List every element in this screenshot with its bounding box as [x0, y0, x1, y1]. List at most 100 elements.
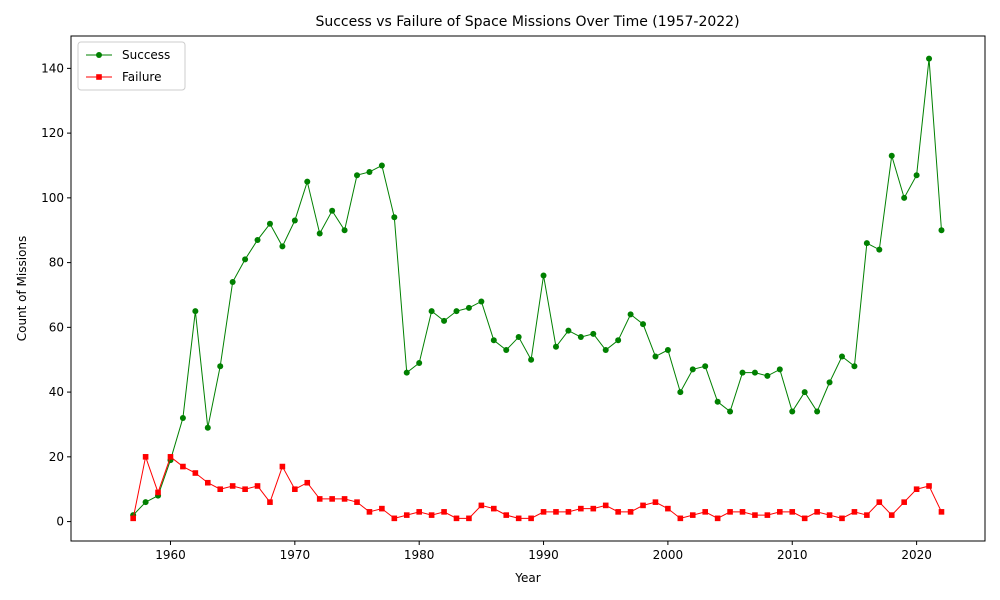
- x-tick-label: 1960: [155, 548, 186, 562]
- data-point-success: [266, 220, 273, 227]
- data-point-success: [291, 217, 298, 224]
- data-point-success: [378, 162, 385, 169]
- data-point-success: [776, 366, 783, 373]
- y-axis: 0 20 40 60 80 100 120 140: [41, 61, 71, 529]
- data-point-success: [913, 172, 920, 179]
- plot-frame: [70, 35, 986, 542]
- data-point-failure: [142, 454, 149, 460]
- data-point-failure: [540, 509, 547, 515]
- data-point-success: [204, 424, 211, 431]
- data-point-failure: [229, 483, 236, 489]
- data-point-failure: [341, 496, 348, 502]
- data-point-failure: [478, 502, 485, 509]
- x-tick-label: 2020: [901, 548, 932, 562]
- data-point-failure: [167, 454, 174, 460]
- data-point-failure: [777, 509, 783, 515]
- data-point-failure: [938, 509, 945, 515]
- data-point-success: [329, 207, 336, 214]
- y-tick-label: 140: [41, 61, 64, 75]
- data-point-success: [242, 256, 249, 263]
- data-point-success: [751, 369, 758, 376]
- data-point-failure: [876, 499, 883, 505]
- data-point-failure: [590, 505, 597, 512]
- data-point-failure: [652, 499, 659, 505]
- data-point-success: [540, 272, 547, 279]
- data-point-failure: [602, 502, 609, 509]
- data-point-failure: [379, 505, 385, 512]
- legend-marker-success: [96, 52, 102, 58]
- data-point-success: [179, 414, 186, 421]
- x-tick-label: 1980: [404, 548, 435, 562]
- data-point-success: [304, 178, 311, 185]
- data-point-failure: [901, 499, 907, 505]
- data-point-failure: [491, 505, 497, 512]
- data-point-failure: [627, 509, 634, 515]
- data-point-failure: [204, 479, 211, 486]
- data-point-success: [453, 308, 460, 315]
- data-point-success: [640, 321, 647, 328]
- chart-title: Success vs Failure of Space Missions Ove…: [315, 14, 739, 30]
- data-point-success: [677, 389, 684, 396]
- data-point-failure: [453, 515, 460, 522]
- data-point-success: [664, 347, 671, 354]
- data-point-failure: [391, 515, 398, 522]
- data-point-success: [926, 55, 933, 62]
- y-axis-title: Count of Missions: [15, 236, 29, 342]
- data-point-failure: [329, 496, 335, 502]
- data-point-success: [254, 236, 261, 243]
- data-point-failure: [702, 509, 709, 515]
- data-point-success: [615, 337, 622, 344]
- data-point-failure: [130, 515, 136, 522]
- data-point-failure: [752, 512, 758, 518]
- data-point-success: [465, 304, 472, 311]
- data-point-failure: [565, 509, 572, 515]
- data-point-success: [192, 308, 199, 315]
- data-point-failure: [789, 509, 796, 515]
- data-point-failure: [403, 512, 410, 518]
- legend-label-failure: Failure: [122, 70, 161, 84]
- data-point-failure: [242, 486, 248, 493]
- data-point-success: [590, 330, 597, 337]
- data-point-success: [814, 408, 821, 415]
- data-point-failure: [888, 512, 895, 518]
- data-point-failure: [839, 515, 845, 522]
- data-point-success: [801, 389, 808, 396]
- data-point-success: [515, 334, 522, 341]
- y-tick-label: 100: [41, 191, 64, 205]
- data-point-success: [577, 334, 584, 341]
- data-point-success: [279, 243, 286, 250]
- x-tick-label: 2010: [777, 548, 808, 562]
- data-point-failure: [366, 509, 373, 515]
- data-point-failure: [316, 496, 323, 502]
- data-point-failure: [926, 483, 932, 489]
- data-point-success: [490, 337, 497, 344]
- data-point-success: [354, 172, 361, 179]
- data-point-failure: [180, 463, 186, 470]
- data-point-failure: [354, 499, 360, 505]
- data-point-failure: [553, 509, 559, 515]
- data-point-success: [652, 353, 659, 360]
- data-point-success: [366, 168, 373, 175]
- data-point-failure: [814, 509, 820, 515]
- data-point-success: [503, 347, 510, 354]
- data-point-failure: [254, 483, 261, 489]
- data-point-failure: [665, 505, 671, 512]
- data-point-failure: [155, 489, 161, 496]
- data-point-failure: [267, 499, 273, 505]
- y-tick-label: 120: [41, 126, 64, 140]
- x-axis: 1960 1970 1980 1990 2000 2010 2020: [155, 541, 932, 562]
- data-point-failure: [217, 486, 224, 493]
- data-point-success: [739, 369, 746, 376]
- x-tick-label: 1970: [280, 548, 311, 562]
- legend-marker-failure: [96, 74, 102, 80]
- legend: Success Failure: [77, 41, 186, 91]
- data-point-success: [391, 214, 398, 221]
- data-point-success: [863, 240, 870, 247]
- x-tick-label: 2000: [653, 548, 684, 562]
- data-point-failure: [304, 479, 311, 486]
- data-point-failure: [714, 515, 721, 522]
- y-tick-label: 60: [49, 320, 64, 334]
- data-point-success: [552, 343, 559, 350]
- plot-area: [130, 55, 945, 522]
